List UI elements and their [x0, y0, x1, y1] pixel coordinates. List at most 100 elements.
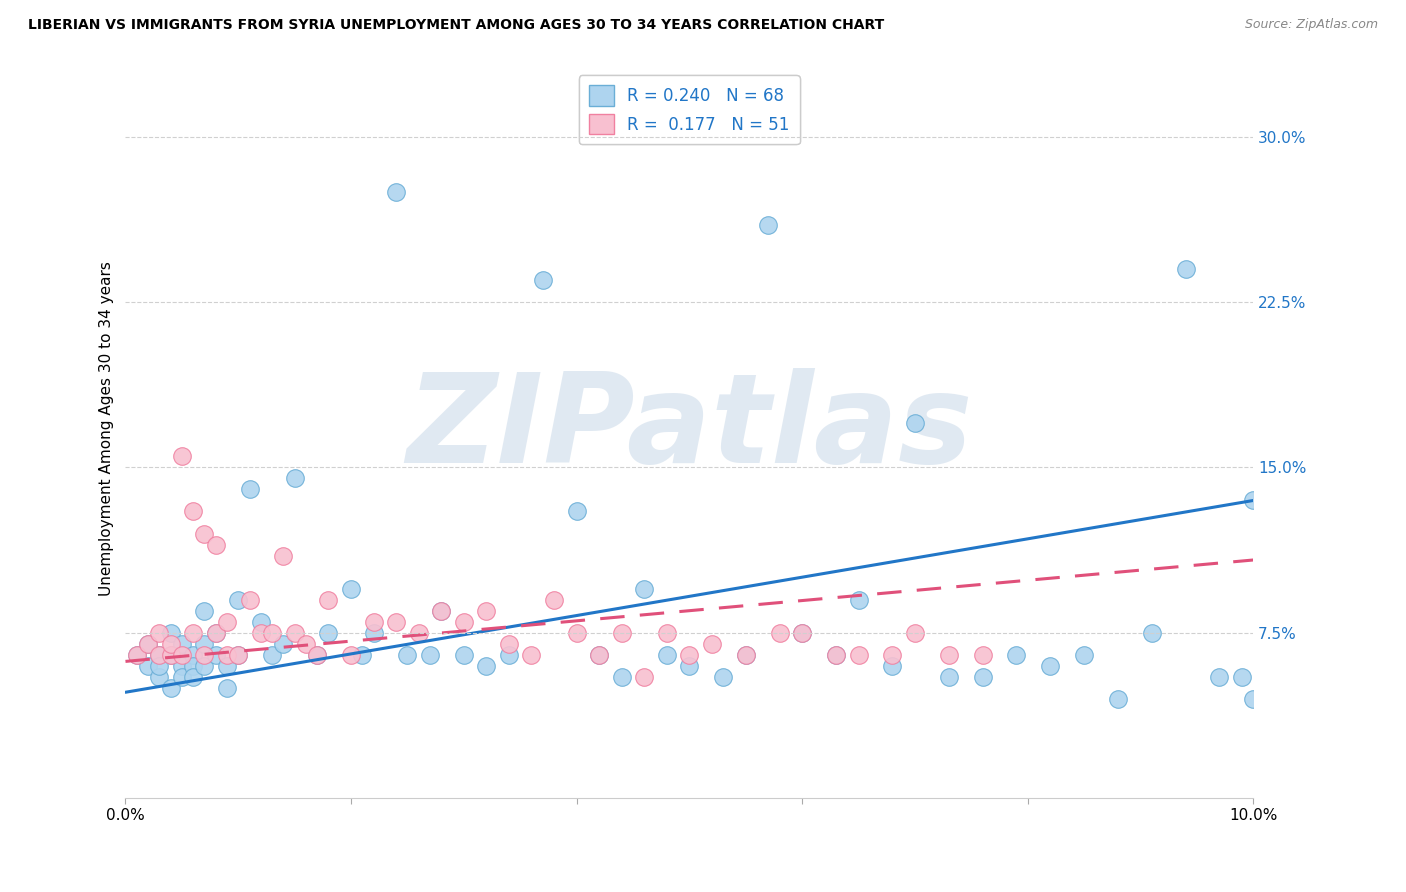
- Point: [170, 658, 193, 673]
- Point: [385, 185, 408, 199]
- Point: [215, 648, 238, 662]
- Point: [882, 658, 904, 673]
- Point: [498, 637, 520, 651]
- Point: [193, 658, 215, 673]
- Point: [193, 648, 215, 662]
- Point: [848, 592, 870, 607]
- Point: [181, 625, 204, 640]
- Point: [273, 549, 295, 563]
- Point: [249, 615, 271, 629]
- Point: [531, 273, 554, 287]
- Point: [204, 625, 226, 640]
- Point: [678, 648, 700, 662]
- Point: [204, 625, 226, 640]
- Point: [408, 625, 430, 640]
- Point: [262, 648, 284, 662]
- Point: [1073, 648, 1095, 662]
- Point: [848, 648, 870, 662]
- Point: [181, 648, 204, 662]
- Point: [148, 648, 170, 662]
- Text: LIBERIAN VS IMMIGRANTS FROM SYRIA UNEMPLOYMENT AMONG AGES 30 TO 34 YEARS CORRELA: LIBERIAN VS IMMIGRANTS FROM SYRIA UNEMPL…: [28, 18, 884, 32]
- Point: [565, 504, 588, 518]
- Point: [792, 625, 814, 640]
- Point: [475, 658, 498, 673]
- Point: [543, 592, 565, 607]
- Point: [340, 648, 363, 662]
- Point: [148, 670, 170, 684]
- Point: [238, 483, 260, 497]
- Point: [565, 625, 588, 640]
- Point: [1039, 658, 1062, 673]
- Point: [159, 681, 181, 695]
- Text: Source: ZipAtlas.com: Source: ZipAtlas.com: [1244, 18, 1378, 31]
- Point: [385, 615, 408, 629]
- Point: [284, 625, 307, 640]
- Point: [318, 625, 340, 640]
- Point: [352, 648, 374, 662]
- Point: [938, 670, 960, 684]
- Point: [193, 637, 215, 651]
- Point: [148, 648, 170, 662]
- Point: [972, 648, 994, 662]
- Point: [633, 582, 655, 596]
- Point: [148, 625, 170, 640]
- Point: [904, 625, 927, 640]
- Point: [396, 648, 419, 662]
- Point: [655, 648, 678, 662]
- Point: [588, 648, 610, 662]
- Point: [249, 625, 271, 640]
- Point: [453, 648, 475, 662]
- Point: [215, 658, 238, 673]
- Point: [307, 648, 329, 662]
- Point: [159, 637, 181, 651]
- Point: [825, 648, 848, 662]
- Point: [262, 625, 284, 640]
- Point: [1107, 691, 1129, 706]
- Point: [148, 658, 170, 673]
- Point: [170, 450, 193, 464]
- Point: [610, 670, 633, 684]
- Point: [307, 648, 329, 662]
- Point: [520, 648, 543, 662]
- Point: [226, 648, 249, 662]
- Point: [226, 592, 249, 607]
- Point: [475, 604, 498, 618]
- Point: [159, 625, 181, 640]
- Point: [825, 648, 848, 662]
- Legend: R = 0.240   N = 68, R =  0.177   N = 51: R = 0.240 N = 68, R = 0.177 N = 51: [579, 75, 800, 145]
- Point: [340, 582, 363, 596]
- Point: [756, 218, 779, 232]
- Y-axis label: Unemployment Among Ages 30 to 34 years: Unemployment Among Ages 30 to 34 years: [100, 261, 114, 596]
- Point: [1230, 670, 1253, 684]
- Point: [159, 648, 181, 662]
- Point: [610, 625, 633, 640]
- Point: [295, 637, 318, 651]
- Point: [700, 637, 723, 651]
- Point: [136, 637, 159, 651]
- Point: [792, 625, 814, 640]
- Point: [678, 658, 700, 673]
- Point: [430, 604, 453, 618]
- Point: [1174, 262, 1197, 277]
- Point: [882, 648, 904, 662]
- Point: [904, 417, 927, 431]
- Point: [136, 658, 159, 673]
- Point: [734, 648, 756, 662]
- Point: [938, 648, 960, 662]
- Point: [226, 648, 249, 662]
- Point: [170, 670, 193, 684]
- Point: [453, 615, 475, 629]
- Point: [215, 681, 238, 695]
- Point: [170, 648, 193, 662]
- Point: [125, 648, 148, 662]
- Point: [136, 637, 159, 651]
- Point: [588, 648, 610, 662]
- Point: [193, 604, 215, 618]
- Point: [125, 648, 148, 662]
- Point: [204, 648, 226, 662]
- Point: [181, 658, 204, 673]
- Point: [768, 625, 790, 640]
- Text: ZIPatlas: ZIPatlas: [406, 368, 973, 490]
- Point: [655, 625, 678, 640]
- Point: [363, 615, 385, 629]
